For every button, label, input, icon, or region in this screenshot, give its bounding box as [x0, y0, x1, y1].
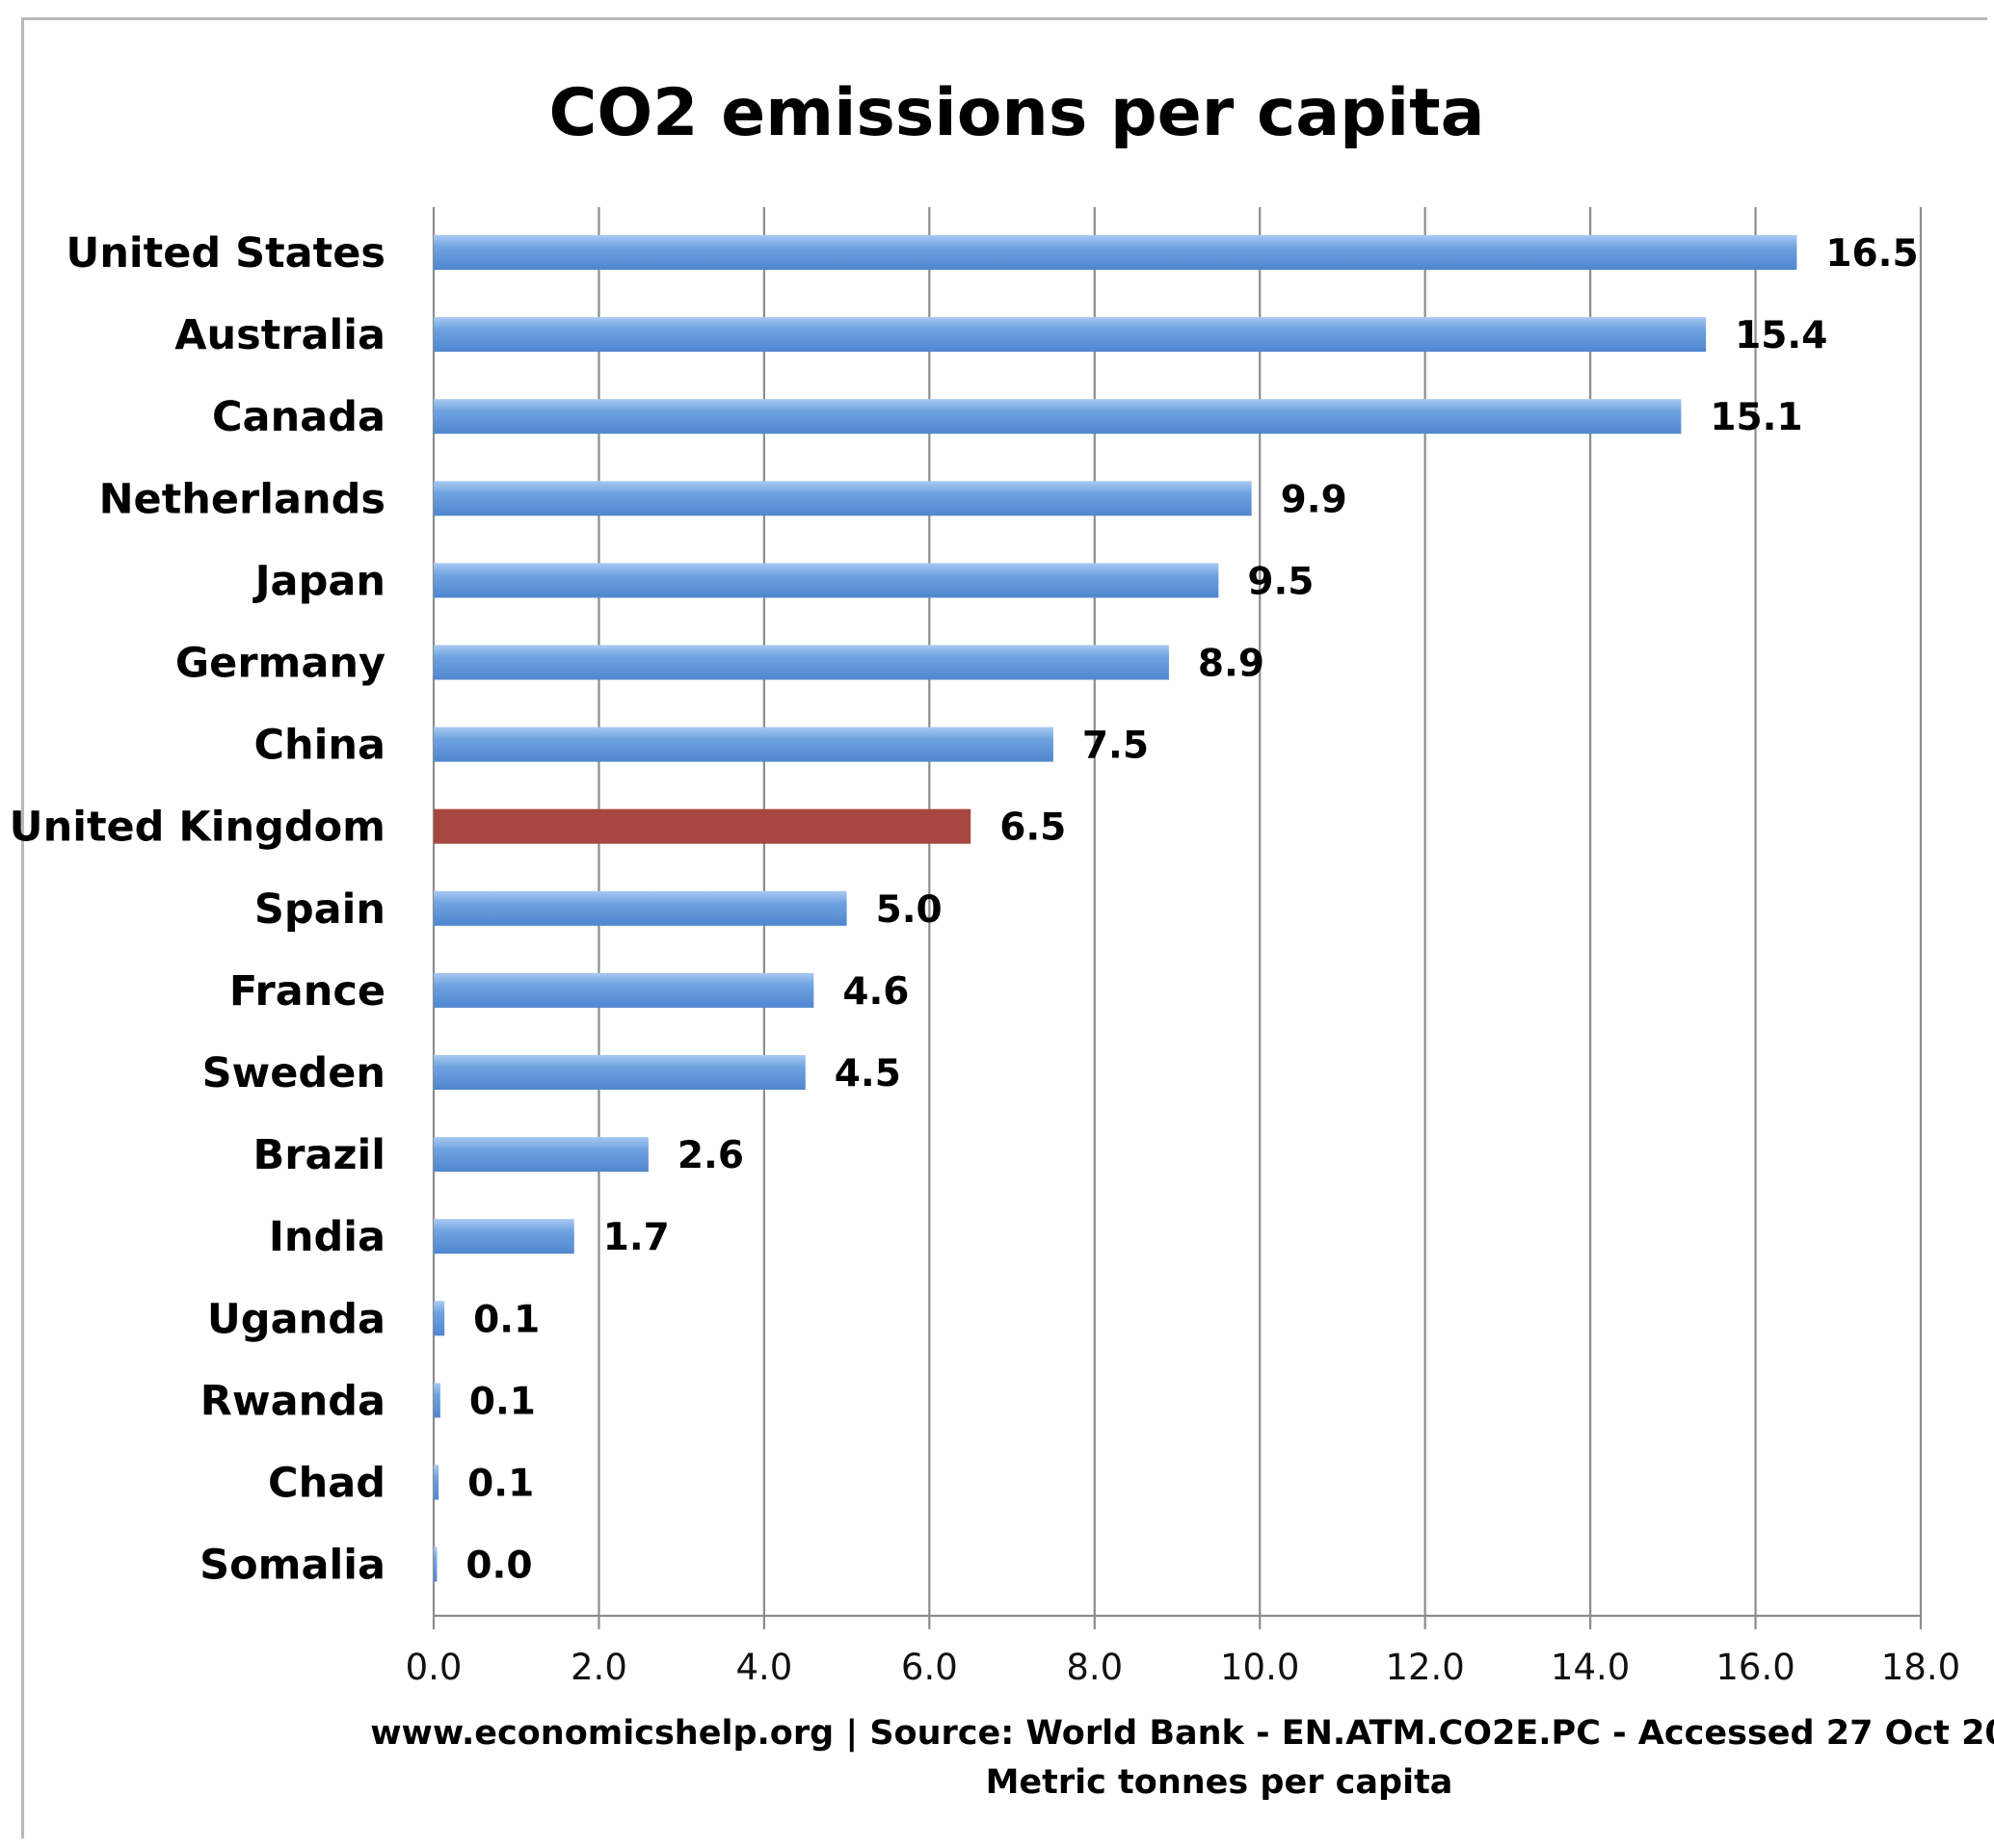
category-label: United States — [66, 229, 386, 277]
bar — [434, 1383, 440, 1418]
x-tick-label: 10.0 — [1220, 1647, 1299, 1688]
category-label: Somalia — [199, 1542, 386, 1590]
bar — [434, 890, 847, 926]
bar — [434, 972, 814, 1008]
value-label: 8.9 — [1198, 643, 1264, 686]
x-tick-label: 12.0 — [1385, 1647, 1464, 1688]
bar — [434, 1137, 649, 1173]
value-label: 9.9 — [1281, 478, 1347, 521]
x-tick-label: 4.0 — [735, 1647, 792, 1688]
category-label: Brazil — [253, 1131, 386, 1179]
category-label: Australia — [174, 311, 386, 359]
chart-title: CO2 emissions per capita — [548, 75, 1484, 151]
value-label: 0.0 — [465, 1544, 532, 1588]
category-label: Sweden — [202, 1049, 386, 1097]
category-label: India — [269, 1213, 386, 1261]
value-label: 4.5 — [835, 1052, 901, 1096]
bar — [434, 645, 1169, 680]
category-label: Chad — [268, 1460, 386, 1508]
bar — [434, 399, 1682, 435]
category-label: Germany — [175, 640, 386, 688]
bar — [434, 317, 1707, 353]
bar — [434, 726, 1053, 762]
value-label: 2.6 — [678, 1134, 744, 1177]
value-labels: 16.5 15.4 15.1 9.9 9.5 8.9 7.5 6.5 5.0 4.6 4.5 2.61… — [465, 232, 1918, 1588]
bar — [434, 235, 1797, 270]
value-label: 1.7 — [603, 1216, 670, 1259]
category-label: China — [253, 722, 386, 770]
x-axis-label: Metric tonnes per capita — [986, 1763, 1453, 1802]
chart-frame — [21, 17, 1987, 1838]
category-label: France — [229, 967, 386, 1016]
bar — [434, 1219, 574, 1254]
x-tick-label: 0.0 — [406, 1647, 463, 1688]
value-label: 7.5 — [1082, 725, 1149, 768]
value-label: 4.6 — [842, 970, 909, 1014]
value-label: 15.4 — [1735, 314, 1827, 357]
bar — [434, 1055, 806, 1090]
bars — [434, 235, 1797, 1582]
bar — [434, 1301, 445, 1336]
category-label: Netherlands — [99, 475, 386, 523]
value-label: 15.1 — [1710, 396, 1802, 439]
category-label: United Kingdom — [10, 804, 386, 852]
bar — [434, 1546, 438, 1582]
x-tick-label: 8.0 — [1066, 1647, 1123, 1688]
value-label: 16.5 — [1825, 232, 1918, 276]
value-label: 6.5 — [999, 806, 1066, 850]
bar — [434, 1465, 439, 1500]
value-label: 9.5 — [1247, 560, 1314, 603]
x-tick-label: 2.0 — [571, 1647, 627, 1688]
source-note: www.economicshelp.org | Source: World Ba… — [370, 1714, 1994, 1753]
category-label: Spain — [254, 885, 386, 934]
value-label: 0.1 — [467, 1463, 534, 1506]
bar — [434, 481, 1252, 516]
x-tick-labels: 0.0 2.0 4.0 6.0 8.0 10.0 12.0 14.0 16.0 18.0 — [406, 1647, 1961, 1688]
value-label: 0.1 — [473, 1298, 540, 1341]
category-label: Canada — [212, 393, 386, 441]
value-label: 5.0 — [876, 888, 943, 932]
value-label: 0.1 — [469, 1380, 536, 1423]
category-label: Uganda — [207, 1295, 386, 1343]
x-tick-label: 14.0 — [1551, 1647, 1630, 1688]
x-tick-label: 6.0 — [901, 1647, 958, 1688]
category-label: Rwanda — [200, 1377, 386, 1425]
bar — [434, 563, 1219, 598]
category-labels: United States Australia Canada Netherlands J… — [10, 229, 386, 1590]
category-label: Japan — [253, 557, 386, 605]
x-tick-label: 16.0 — [1715, 1647, 1795, 1688]
bar — [434, 808, 971, 844]
x-tick-label: 18.0 — [1881, 1647, 1960, 1688]
